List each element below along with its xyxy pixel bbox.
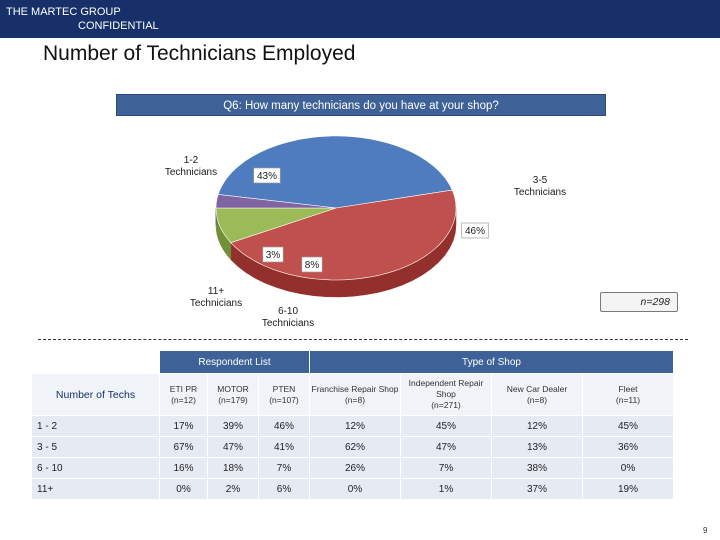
table-row: 3 - 5 67% 47% 41% 62% 47% 13% 36% <box>32 437 673 457</box>
table-cell: 45% <box>583 416 673 436</box>
pie-value-label: 46% <box>461 222 489 239</box>
pie-value-label: 8% <box>301 256 323 273</box>
svg-text:43%: 43% <box>257 171 277 182</box>
results-table: Respondent List Type of Shop Number of T… <box>31 350 674 500</box>
column-n: (n=12) <box>171 394 196 405</box>
column-n: (n=8) <box>526 394 548 405</box>
table-cell: 45% <box>401 416 491 436</box>
column-header: ETI PR (n=12) <box>160 374 207 415</box>
column-header: Independent Repair Shop (n=271) <box>401 374 491 415</box>
column-header: MOTOR (n=179) <box>208 374 258 415</box>
svg-text:8%: 8% <box>305 260 320 271</box>
table-cell: 2% <box>208 479 258 499</box>
table-cell: 1% <box>401 479 491 499</box>
pie-slice-6-10-technicians <box>215 207 337 244</box>
row-label: 3 - 5 <box>32 437 159 457</box>
column-header: PTEN (n=107) <box>259 374 309 415</box>
column-n: (n=179) <box>218 394 248 405</box>
table-cell: 41% <box>259 437 309 457</box>
pie-slice-11-technicians <box>215 194 337 209</box>
group-header-respondent-list: Respondent List <box>160 351 309 373</box>
column-n: (n=107) <box>269 394 299 405</box>
column-name: PTEN <box>272 383 296 394</box>
pie-category-label: 6-10 Technicians <box>262 306 314 329</box>
table-cell: 13% <box>492 437 582 457</box>
table-cell: 19% <box>583 479 673 499</box>
table-cell: 0% <box>310 479 400 499</box>
pie-slice-1-2-technicians <box>217 135 453 209</box>
row-label: 1 - 2 <box>32 416 159 436</box>
row-header-label: Number of Techs <box>32 374 159 415</box>
table-cell: 16% <box>160 458 207 478</box>
column-n: (n=11) <box>615 394 641 405</box>
table-cell: 26% <box>310 458 400 478</box>
divider-line <box>38 339 688 340</box>
pie-value-label: 43% <box>253 167 281 184</box>
table-corner-blank <box>32 351 159 373</box>
pie-chart: 43% 1-2 Technicians 46% 3-5 Technicians 8% 6-10… <box>165 135 566 329</box>
column-name: MOTOR <box>217 383 249 394</box>
svg-text:3%: 3% <box>266 250 281 261</box>
table-cell: 39% <box>208 416 258 436</box>
column-name: ETI PR <box>169 383 198 394</box>
table-cell: 37% <box>492 479 582 499</box>
pie-category-label: 11+ Technicians <box>190 286 242 309</box>
column-name: Fleet <box>618 383 638 394</box>
table-cell: 0% <box>160 479 207 499</box>
table-cell: 46% <box>259 416 309 436</box>
pie-value-label: 3% <box>262 246 284 263</box>
question-box: Q6: How many technicians do you have at … <box>116 94 606 116</box>
column-name: New Car Dealer <box>506 383 568 394</box>
column-n: (n=8) <box>344 394 366 405</box>
column-name: Independent Repair Shop <box>408 378 484 399</box>
table-cell: 38% <box>492 458 582 478</box>
column-n: (n=271) <box>431 400 461 410</box>
column-header: Fleet (n=11) <box>583 374 673 415</box>
table-cell: 47% <box>208 437 258 457</box>
table-group-header-row: Respondent List Type of Shop <box>32 351 673 373</box>
pie-chart-svg: 43% 1-2 Technicians 46% 3-5 Technicians 8% 6-10… <box>165 135 566 329</box>
table-cell: 7% <box>401 458 491 478</box>
table-row: 6 - 10 16% 18% 7% 26% 7% 38% 0% <box>32 458 673 478</box>
pie-category-label: 3-5 Technicians <box>514 175 566 198</box>
header-bar: THE MARTEC GROUP CONFIDENTIAL <box>0 0 720 38</box>
table-cell: 7% <box>259 458 309 478</box>
pie-category-label: 1-2 Technicians <box>165 155 217 178</box>
svg-text:46%: 46% <box>465 226 485 237</box>
column-header: Franchise Repair Shop (n=8) <box>310 374 400 415</box>
table-cell: 17% <box>160 416 207 436</box>
table-cell: 62% <box>310 437 400 457</box>
table-cell: 12% <box>310 416 400 436</box>
group-header-type-of-shop: Type of Shop <box>310 351 673 373</box>
row-label: 11+ <box>32 479 159 499</box>
table-cell: 67% <box>160 437 207 457</box>
column-header: New Car Dealer (n=8) <box>492 374 582 415</box>
row-label: 6 - 10 <box>32 458 159 478</box>
column-name: Franchise Repair Shop <box>311 383 399 394</box>
confidential-label: CONFIDENTIAL <box>78 20 159 32</box>
table-cell: 0% <box>583 458 673 478</box>
sample-size-badge: n=298 <box>600 292 678 312</box>
table-row: 11+ 0% 2% 6% 0% 1% 37% 19% <box>32 479 673 499</box>
table-cell: 12% <box>492 416 582 436</box>
table-cell: 18% <box>208 458 258 478</box>
table-row: 1 - 2 17% 39% 46% 12% 45% 12% 45% <box>32 416 673 436</box>
table-cell: 6% <box>259 479 309 499</box>
table-cell: 47% <box>401 437 491 457</box>
table-column-header-row: Number of Techs ETI PR (n=12) MOTOR (n=179… <box>32 374 673 415</box>
page-number: 9 <box>703 526 708 535</box>
company-name: THE MARTEC GROUP <box>6 6 121 18</box>
page-title: Number of Technicians Employed <box>43 42 356 65</box>
table-cell: 36% <box>583 437 673 457</box>
pie-slice-3-5-technicians <box>230 189 457 281</box>
